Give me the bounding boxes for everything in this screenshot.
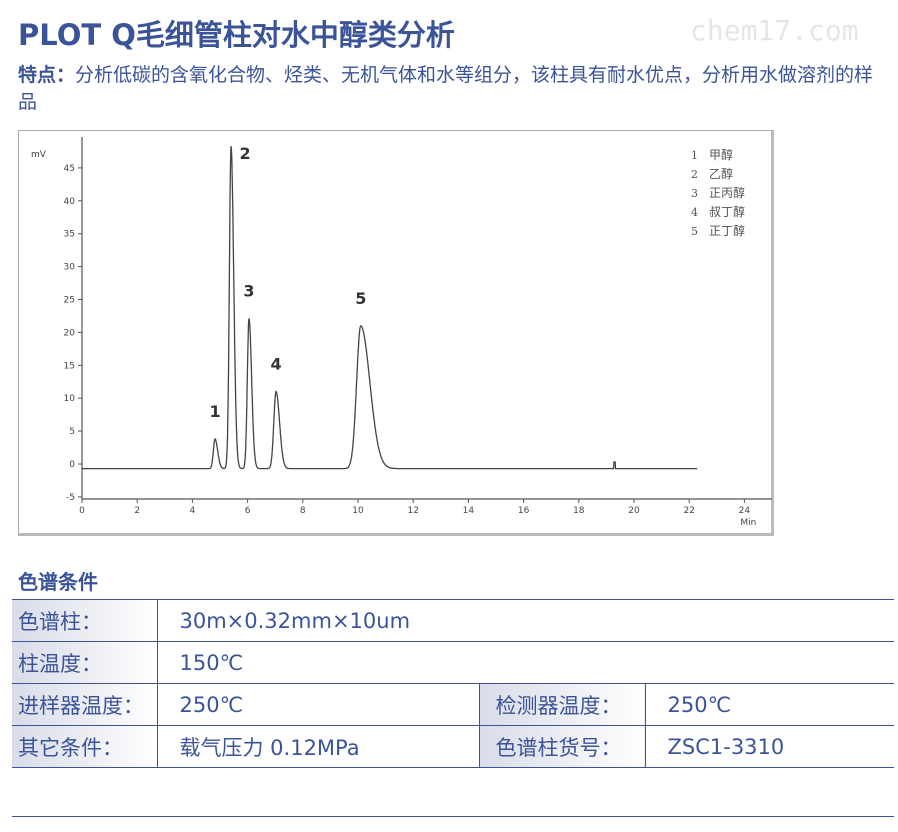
table-row: 色谱柱： 30m×0.32mm×10um [12, 599, 894, 642]
y-tick-label: 25 [64, 296, 75, 306]
x-tick-label: 10 [352, 506, 364, 516]
y-tick-label: 5 [69, 427, 75, 437]
peak-label: 1 [209, 402, 220, 421]
peak-label: 5 [355, 289, 366, 308]
legend-number: 1 [691, 149, 698, 162]
legend-number: 5 [691, 225, 698, 238]
row-label: 色谱柱货号： [478, 725, 645, 768]
y-tick-label: 20 [64, 328, 76, 338]
legend-name: 正丁醇 [709, 223, 745, 238]
legend-name: 正丙醇 [709, 185, 745, 200]
table-row: 进样器温度： 250℃ 检测器温度： 250℃ [12, 683, 894, 726]
row-value: 250℃ [156, 683, 479, 726]
legend-number: 3 [691, 187, 698, 200]
y-tick-label: 10 [64, 394, 76, 404]
x-tick-label: 12 [407, 506, 418, 516]
row-value: ZSC1-3310 [644, 725, 894, 768]
x-axis-label: Min [740, 518, 756, 528]
page-title: PLOT Q毛细管柱对水中醇类分析 [18, 18, 455, 52]
features-text: 特点：分析低碳的含氧化合物、烃类、无机气体和水等组分，该柱具有耐水优点，分析用水… [18, 62, 888, 116]
x-tick-label: 14 [463, 506, 475, 516]
x-tick-label: 18 [573, 506, 585, 516]
y-tick-label: 45 [64, 164, 75, 174]
y-tick-label: 40 [64, 197, 76, 207]
x-tick-label: 8 [300, 506, 306, 516]
row-label: 其它条件： [12, 725, 157, 768]
x-tick-label: 24 [739, 506, 751, 516]
row-value: 150℃ [156, 641, 894, 684]
x-tick-label: 22 [683, 506, 694, 516]
peak-label: 2 [239, 144, 250, 163]
x-tick-label: 6 [245, 506, 251, 516]
conditions-heading: 色谱条件 [18, 570, 98, 594]
x-tick-label: 16 [518, 506, 530, 516]
legend-name: 叔丁醇 [709, 204, 745, 219]
y-axis-label: mV [31, 150, 47, 160]
divider [12, 816, 894, 817]
legend-number: 4 [691, 206, 698, 219]
legend-name: 甲醇 [709, 147, 733, 162]
y-tick-label: 0 [69, 460, 75, 470]
row-label: 进样器温度： [12, 683, 157, 726]
peak-label: 3 [243, 282, 254, 301]
features-body: 分析低碳的含氧化合物、烃类、无机气体和水等组分，该柱具有耐水优点，分析用水做溶剂… [18, 64, 874, 113]
x-tick-label: 0 [79, 506, 85, 516]
row-label: 色谱柱： [12, 599, 157, 642]
y-tick-label: -5 [66, 493, 75, 503]
x-tick-label: 2 [134, 506, 140, 516]
row-label: 柱温度： [12, 641, 157, 684]
peak-label: 4 [270, 355, 281, 374]
table-row: 其它条件： 载气压力 0.12MPa 色谱柱货号： ZSC1-3310 [12, 725, 894, 768]
row-value: 载气压力 0.12MPa [156, 725, 479, 768]
row-label: 检测器温度： [478, 683, 645, 726]
legend-name: 乙醇 [709, 166, 733, 181]
x-tick-label: 4 [190, 506, 196, 516]
table-row: 柱温度： 150℃ [12, 641, 894, 684]
row-value: 30m×0.32mm×10um [156, 599, 894, 642]
y-tick-label: 15 [64, 361, 75, 371]
y-tick-label: 35 [64, 230, 75, 240]
x-tick-label: 20 [628, 506, 640, 516]
chromatogram-trace [82, 146, 698, 470]
conditions-table: 色谱柱： 30m×0.32mm×10um 柱温度： 150℃ 进样器温度： 250℃ 检… [12, 599, 894, 768]
watermark: chem17.com [690, 14, 859, 47]
legend-number: 2 [691, 168, 698, 181]
chromatogram: mV Min -5 0 5 10 15 20 25 30 35 40 45 0 2 4 6 8 10 12 14 16 18… [18, 130, 774, 536]
y-tick-label: 30 [64, 263, 76, 273]
row-value: 250℃ [644, 683, 894, 726]
features-label: 特点： [18, 64, 76, 86]
